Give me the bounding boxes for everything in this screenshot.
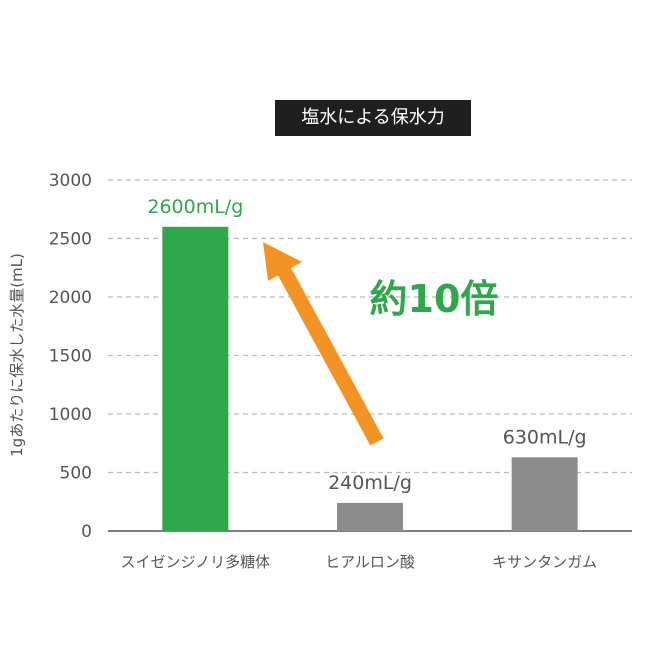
- bar-2: [511, 457, 578, 531]
- x-tick-label-1: ヒアルロン酸: [325, 553, 415, 571]
- comparison-arrow: [263, 242, 384, 446]
- x-tick-labels: スイゼンジノリ多糖体 ヒアルロン酸 キサンタンガム: [120, 553, 597, 571]
- bar-0: [162, 226, 229, 532]
- y-tick-label: 0: [81, 522, 92, 542]
- value-label-0: 2600mL/g: [147, 196, 243, 218]
- annotation-label: 約10倍: [370, 277, 499, 321]
- value-label-2: 630mL/g: [503, 426, 587, 448]
- value-labels: 2600mL/g 240mL/g 630mL/g: [147, 196, 586, 494]
- x-tick-label-0: スイゼンジノリ多糖体: [120, 553, 270, 571]
- x-tick-label-2: キサンタンガム: [492, 553, 597, 571]
- value-label-1: 240mL/g: [328, 472, 412, 494]
- y-axis-label: 1gあたりに保水した水量(mL): [8, 253, 26, 457]
- bars: [162, 226, 578, 532]
- y-tick-label: 1500: [49, 347, 92, 367]
- y-tick-label: 500: [60, 464, 92, 484]
- y-tick-label: 2000: [49, 288, 92, 308]
- y-tick-label: 1000: [49, 405, 92, 425]
- bar-1: [337, 502, 403, 531]
- y-tick-label: 3000: [49, 171, 92, 191]
- y-tick-labels: 0 500 1000 1500 2000 2500 3000: [49, 171, 92, 542]
- y-tick-label: 2500: [49, 230, 92, 250]
- chart-title: 塩水による保水力: [275, 100, 471, 136]
